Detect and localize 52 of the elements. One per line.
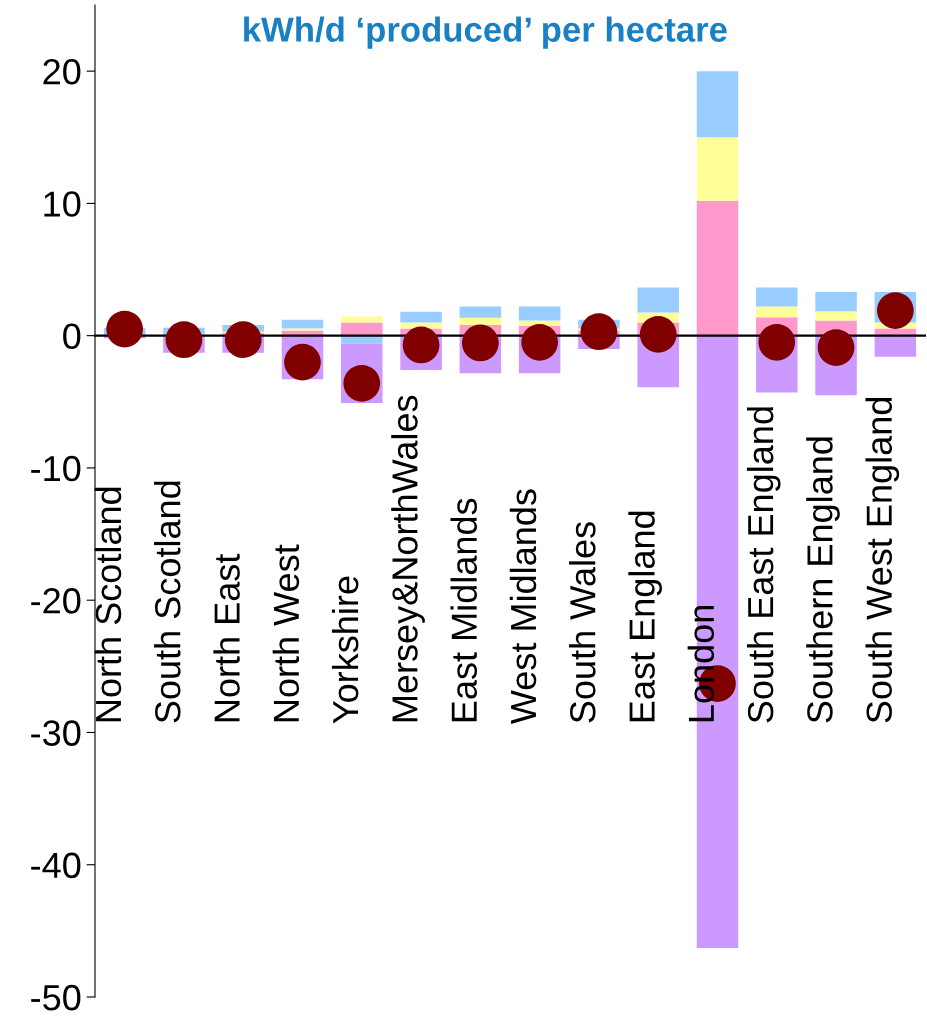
y-tick-label: -40 (31, 852, 81, 879)
x-tick-label: Mersey&NorthWales (391, 395, 425, 722)
bar (696, 71, 739, 138)
bar (874, 335, 917, 357)
bar (400, 311, 442, 323)
point (461, 324, 499, 362)
x-tick-label: South Scotland (154, 481, 181, 723)
bar (518, 320, 561, 326)
y-tick-label: 10 (44, 191, 81, 217)
point (224, 321, 262, 359)
bar (637, 287, 679, 313)
y-tick-label: -50 (31, 984, 81, 1011)
bar (756, 306, 798, 318)
y-tick-label: -30 (31, 720, 81, 746)
x-tick-label: Southern England (806, 437, 840, 723)
bar (400, 322, 442, 329)
y-tick-label: 0 (63, 323, 81, 350)
bar (459, 317, 502, 326)
bar (756, 287, 798, 307)
bar (341, 316, 383, 323)
point (580, 313, 618, 351)
point (402, 326, 440, 364)
bar (341, 322, 383, 336)
x-tick-label: North East (213, 553, 240, 722)
y-tick-label: -10 (31, 455, 81, 482)
x-tick-label: Yorkshire (331, 576, 359, 724)
x-tick-label: South Wales (569, 522, 596, 723)
x-tick-label: North West (272, 544, 300, 722)
bar (281, 319, 324, 329)
point (876, 292, 914, 329)
point (165, 321, 203, 359)
y-tick-label: 20 (43, 59, 81, 85)
x-tick-label: East England (628, 511, 662, 722)
x-tick-label: South West England (865, 397, 900, 723)
y-tick-label: -20 (31, 588, 81, 614)
bar (815, 292, 857, 312)
x-tick-label: London (687, 606, 715, 722)
point (639, 315, 677, 353)
x-tick-label: East Midlands (450, 498, 478, 722)
point (758, 323, 796, 361)
chart-title: kWh/d ‘produced’ per hectare (244, 16, 727, 49)
bar (696, 137, 739, 201)
bar (281, 330, 324, 336)
bar (518, 306, 561, 321)
bar (459, 306, 502, 318)
x-tick-label: West Midlands (509, 489, 537, 725)
x-tick-label: South East England (746, 407, 781, 723)
x-tick-label: North Scotland (94, 487, 122, 722)
bar (874, 328, 917, 336)
point (521, 323, 559, 361)
bar (815, 311, 857, 321)
bar (696, 200, 739, 336)
